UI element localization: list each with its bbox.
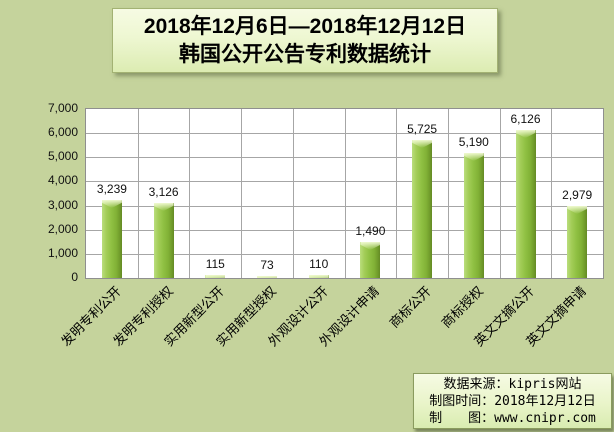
vertical-gridline	[137, 109, 139, 278]
vertical-gridline	[189, 109, 191, 278]
bar-商标公开	[412, 140, 433, 278]
bar-发明专利公开	[101, 200, 122, 278]
y-tick-label: 0	[71, 270, 78, 284]
bar-英文文摘公开	[515, 130, 536, 278]
bar-value-label: 5,725	[407, 122, 438, 136]
x-category-label: 商标授权	[438, 283, 486, 331]
vertical-gridline	[551, 109, 553, 278]
chart-date-text: 制图时间：2018年12月12日	[429, 393, 596, 409]
bar-value-label: 73	[260, 258, 274, 272]
y-tick-label: 4,000	[47, 173, 78, 188]
y-tick-label: 3,000	[47, 197, 78, 212]
bar-value-label: 6,126	[510, 112, 541, 126]
bar-value-label: 3,126	[148, 185, 179, 199]
vertical-gridline	[396, 109, 398, 278]
chart-title-line-2: 韩国公开公告专利数据统计	[179, 42, 431, 66]
bar-value-label: 3,239	[96, 182, 127, 196]
bar-value-label: 110	[309, 257, 329, 271]
y-tick-label: 2,000	[47, 221, 78, 236]
x-category-label: 商标公开	[386, 283, 435, 331]
bar-商标授权	[463, 153, 484, 278]
y-tick-label: 7,000	[47, 101, 78, 115]
vertical-gridline	[499, 109, 501, 278]
source-info-box: 数据来源：kipris网站 制图时间：2018年12月12日 制 图：www.c…	[413, 373, 612, 429]
y-tick-label: 6,000	[47, 125, 78, 140]
data-source-text: 数据来源：kipris网站	[443, 376, 582, 392]
bar-外观设计公开	[308, 275, 329, 278]
bar-value-label: 1,490	[355, 224, 386, 238]
bar-发明专利授权	[153, 203, 174, 278]
y-tick-label: 1,000	[47, 245, 78, 260]
chart-maker-text: 制 图：www.cnipr.com	[429, 410, 596, 426]
chart-title-box: 2018年12月6日—2018年12月12日 韩国公开公告专利数据统计	[112, 8, 498, 73]
bar-value-label: 115	[205, 257, 225, 271]
bar-value-label: 5,190	[458, 135, 489, 149]
y-tick-label: 5,000	[47, 149, 78, 164]
vertical-gridline	[292, 109, 294, 278]
chart-title-line-1: 2018年12月6日—2018年12月12日	[143, 14, 467, 38]
bar-英文文摘申请	[567, 206, 588, 278]
bar-实用新型公开	[205, 275, 226, 278]
vertical-gridline	[241, 109, 243, 278]
bar-value-label: 2,979	[562, 188, 593, 202]
vertical-gridline	[447, 109, 449, 278]
bar-外观设计申请	[360, 242, 381, 278]
vertical-gridline	[344, 109, 346, 278]
bar-实用新型授权	[257, 276, 277, 278]
plot-area: 3,239 3,126 115 73 110 1,490 5,725 5,190 6,126 2,…	[85, 108, 604, 279]
